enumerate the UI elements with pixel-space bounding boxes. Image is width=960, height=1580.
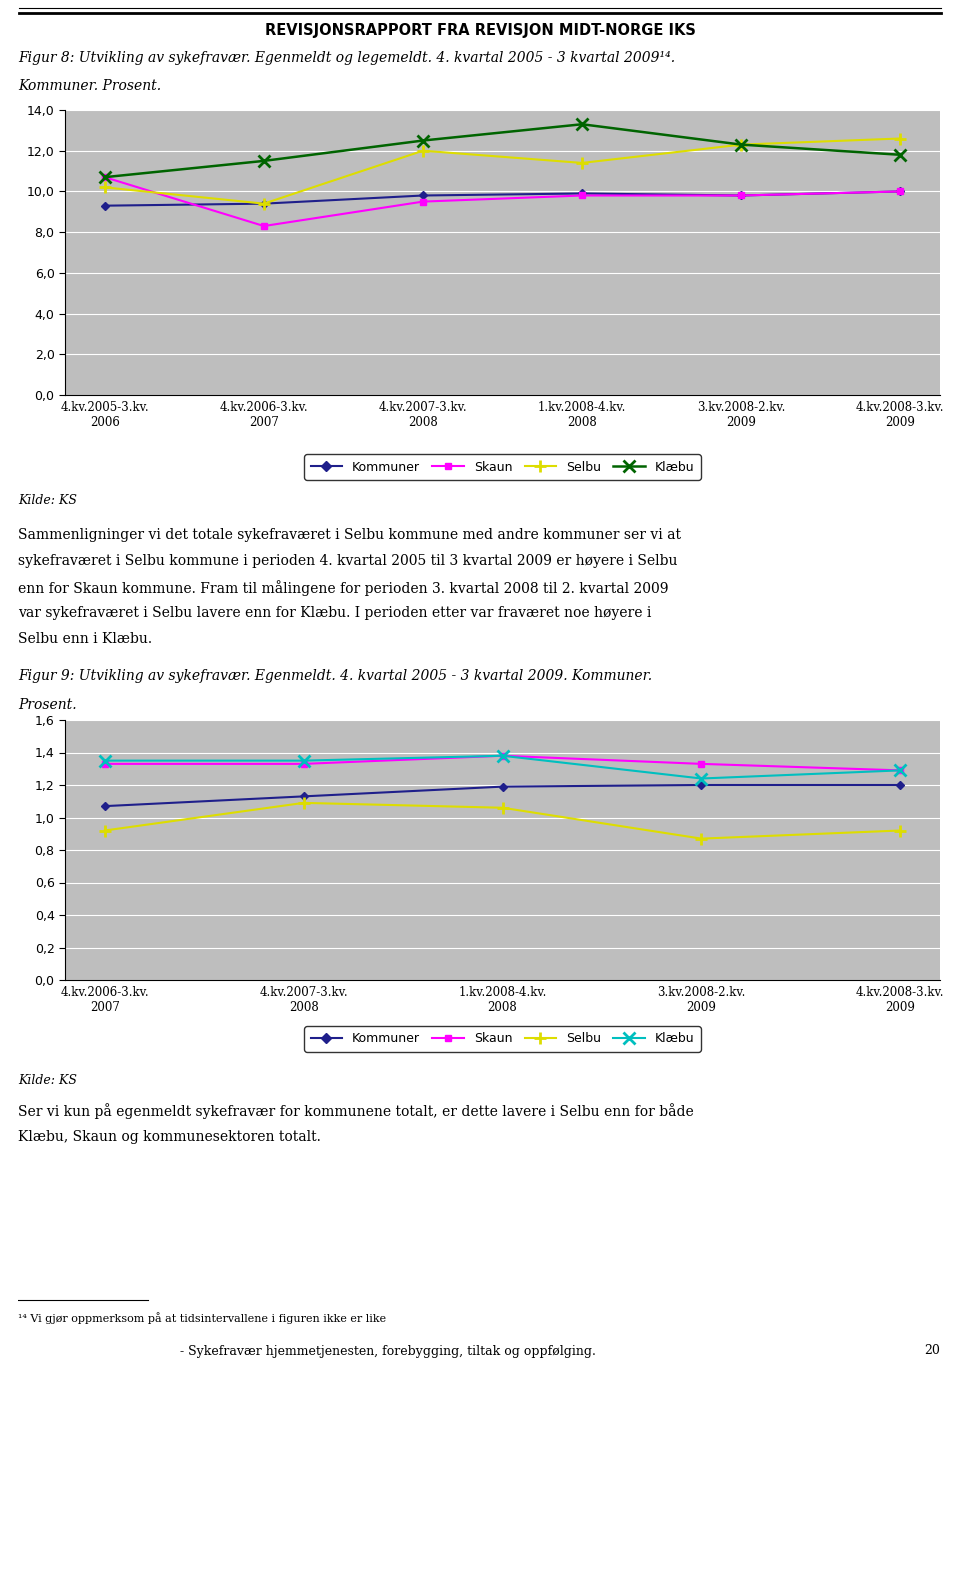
Text: Ser vi kun på egenmeldt sykefravær for kommunene totalt, er dette lavere i Selbu: Ser vi kun på egenmeldt sykefravær for k…: [18, 1103, 694, 1119]
Text: REVISJONSRAPPORT FRA REVISJON MIDT-NORGE IKS: REVISJONSRAPPORT FRA REVISJON MIDT-NORGE…: [265, 24, 695, 38]
Legend: Kommuner, Skaun, Selbu, Klæbu: Kommuner, Skaun, Selbu, Klæbu: [304, 1027, 701, 1052]
Text: Prosent.: Prosent.: [18, 698, 77, 711]
Text: - Sykefravær hjemmetjenesten, forebygging, tiltak og oppfølging.: - Sykefravær hjemmetjenesten, forebyggin…: [180, 1345, 596, 1357]
Text: 20: 20: [924, 1345, 940, 1357]
Text: enn for Skaun kommune. Fram til målingene for perioden 3. kvartal 2008 til 2. kv: enn for Skaun kommune. Fram til målingen…: [18, 580, 668, 596]
Text: var sykefraværet i Selbu lavere enn for Klæbu. I perioden etter var fraværet noe: var sykefraværet i Selbu lavere enn for …: [18, 607, 652, 619]
Text: Sammenligninger vi det totale sykefraværet i Selbu kommune med andre kommuner se: Sammenligninger vi det totale sykefravær…: [18, 528, 681, 542]
Text: Kilde: KS: Kilde: KS: [18, 1074, 77, 1087]
Text: sykefraværet i Selbu kommune i perioden 4. kvartal 2005 til 3 kvartal 2009 er hø: sykefraværet i Selbu kommune i perioden …: [18, 555, 678, 567]
Text: Figur 8: Utvikling av sykefravær. Egenmeldt og legemeldt. 4. kvartal 2005 - 3 kv: Figur 8: Utvikling av sykefravær. Egenme…: [18, 51, 675, 65]
Text: Kommuner. Prosent.: Kommuner. Prosent.: [18, 79, 161, 93]
Text: Selbu enn i Klæbu.: Selbu enn i Klæbu.: [18, 632, 152, 646]
Text: Figur 9: Utvikling av sykefravær. Egenmeldt. 4. kvartal 2005 - 3 kvartal 2009. K: Figur 9: Utvikling av sykefravær. Egenme…: [18, 668, 652, 683]
Legend: Kommuner, Skaun, Selbu, Klæbu: Kommuner, Skaun, Selbu, Klæbu: [304, 455, 701, 480]
Text: Klæbu, Skaun og kommunesektoren totalt.: Klæbu, Skaun og kommunesektoren totalt.: [18, 1130, 321, 1144]
Text: Kilde: KS: Kilde: KS: [18, 495, 77, 507]
Text: ¹⁴ Vi gjør oppmerksom på at tidsintervallene i figuren ikke er like: ¹⁴ Vi gjør oppmerksom på at tidsinterval…: [18, 1311, 386, 1324]
